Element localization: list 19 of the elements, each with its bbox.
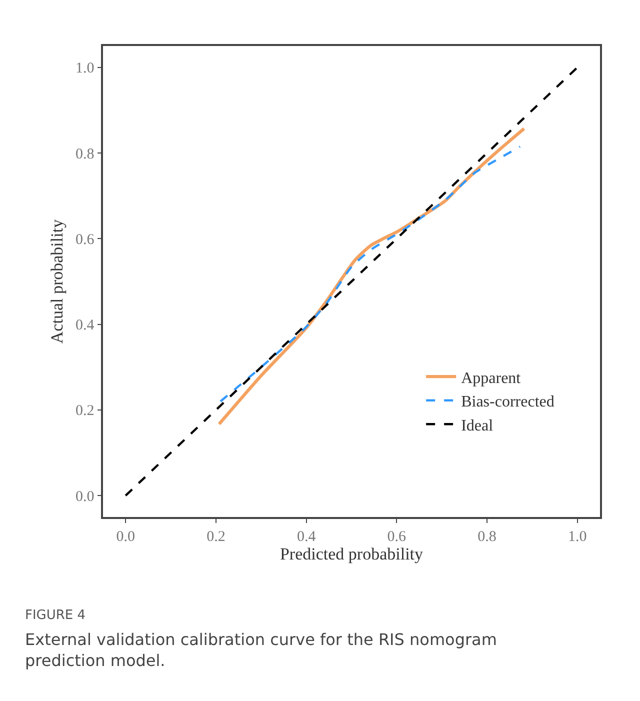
y-tick-label: 0.0 (76, 488, 94, 505)
y-tick-label: 1.0 (76, 60, 94, 77)
y-tick-label: 0.2 (76, 403, 94, 420)
legend-label: Ideal (461, 417, 494, 434)
x-tick-label: 0.4 (296, 528, 316, 545)
legend-label: Apparent (461, 370, 522, 387)
x-tick-label: 0.8 (478, 528, 496, 545)
legend-label: Bias-corrected (461, 394, 554, 411)
x-tick-label: 0.0 (116, 528, 135, 545)
x-tick-label: 1.0 (568, 528, 587, 545)
x-tick-label: 0.2 (206, 528, 226, 545)
y-tick-label: 0.6 (76, 232, 95, 248)
x-tick-label: 0.6 (387, 528, 407, 545)
caption: FIGURE 4 (25, 608, 86, 623)
text: External validation calibration curve for the RIS nomogram prediction model. (25, 630, 497, 670)
y-tick-label: 0.8 (76, 146, 94, 162)
y-tick-label: 0.4 (76, 318, 95, 334)
y-axis-title: Actual probability (48, 218, 67, 344)
x-axis-title: Predicted probability (280, 544, 424, 564)
